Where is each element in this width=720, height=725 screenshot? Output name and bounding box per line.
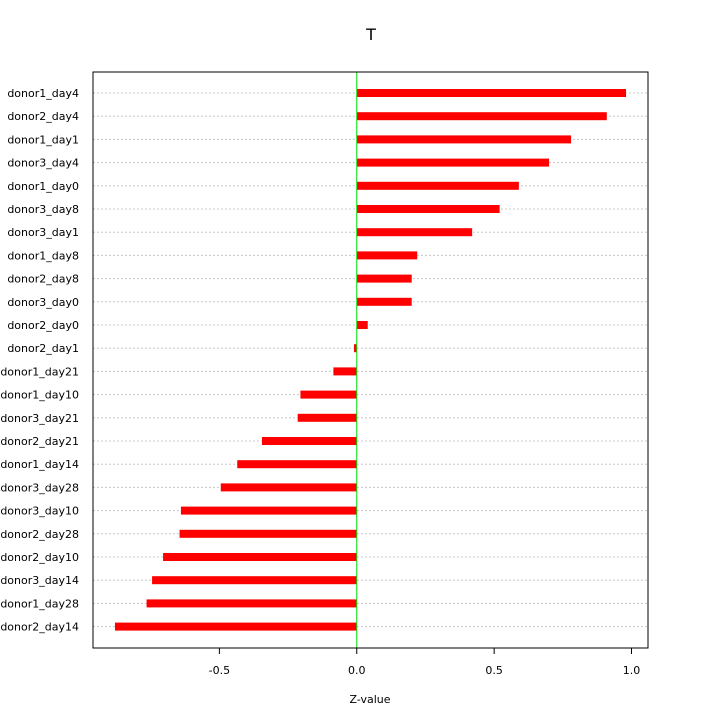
category-label: donor3_day14: [0, 574, 79, 587]
category-label: donor3_day21: [0, 412, 79, 425]
category-label: donor3_day10: [0, 505, 79, 518]
x-tick-label: 0.5: [485, 664, 503, 677]
chart-title: T: [365, 25, 376, 44]
x-axis-label: Z-value: [349, 693, 390, 706]
bar: [297, 413, 357, 422]
bar: [220, 483, 357, 492]
bar: [179, 529, 357, 538]
x-tick-label: -0.5: [209, 664, 230, 677]
category-label: donor1_day14: [0, 458, 79, 471]
category-label: donor2_day10: [0, 551, 79, 564]
bar: [356, 112, 607, 121]
grid-lines: [93, 92, 648, 628]
category-label: donor1_day4: [7, 87, 79, 100]
bars: [114, 89, 627, 631]
plot-frame: [92, 71, 649, 649]
category-labels: donor1_day4 donor2_day4 donor1_day1 donor3_…: [0, 87, 79, 634]
category-label: donor3_day4: [7, 157, 79, 170]
bar: [237, 460, 357, 469]
category-label: donor2_day8: [7, 273, 79, 286]
bar: [354, 344, 357, 353]
bar: [356, 297, 412, 306]
bar: [146, 599, 357, 608]
category-label: donor3_day28: [0, 481, 79, 494]
x-tick-label: 0.0: [348, 664, 366, 677]
bar: [333, 367, 357, 376]
category-label: donor2_day21: [0, 435, 79, 448]
bar: [114, 622, 357, 631]
bar: [163, 553, 357, 561]
bar: [300, 390, 357, 399]
bar: [261, 437, 357, 445]
bar: [356, 228, 473, 237]
category-label: donor2_day28: [0, 528, 79, 541]
x-tick-label: 1.0: [623, 664, 641, 677]
category-label: donor2_day1: [7, 342, 79, 355]
category-label: donor2_day14: [0, 621, 79, 634]
bar: [152, 576, 357, 585]
bar: [356, 205, 500, 213]
bar: [180, 506, 357, 515]
category-label: donor2_day4: [7, 110, 79, 123]
category-label: donor3_day8: [7, 203, 79, 216]
category-label: donor3_day1: [7, 226, 79, 239]
category-label: donor2_day0: [7, 319, 79, 332]
bar: [356, 321, 368, 329]
category-label: donor1_day28: [0, 597, 79, 610]
bar: [356, 181, 519, 190]
x-axis-ticks: -0.5 0.0 0.5 1.0: [209, 648, 641, 677]
category-label: donor1_day21: [0, 365, 79, 378]
bar: [356, 89, 627, 97]
category-label: donor1_day8: [7, 249, 79, 262]
bar: [356, 274, 412, 283]
category-label: donor1_day0: [7, 180, 79, 193]
bar: [356, 251, 418, 260]
category-label: donor1_day10: [0, 389, 79, 402]
category-label: donor1_day1: [7, 133, 79, 146]
category-label: donor3_day0: [7, 296, 79, 309]
bar: [356, 158, 550, 167]
bar: [356, 135, 572, 144]
